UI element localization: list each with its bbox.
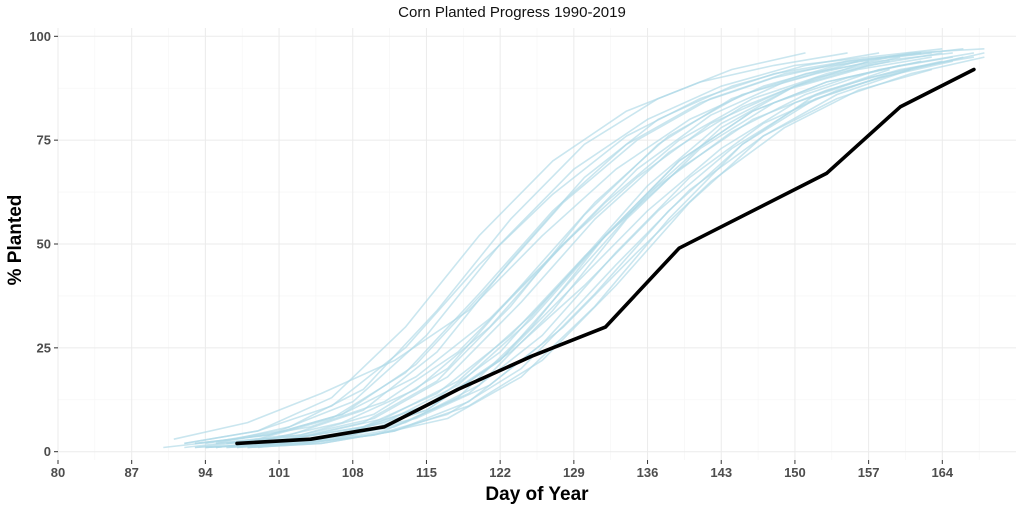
x-tick-label: 87 xyxy=(124,465,138,480)
background-series-line xyxy=(215,60,953,449)
x-axis-label: Day of Year xyxy=(485,484,589,505)
x-tick-label: 150 xyxy=(784,465,806,480)
background-series-line xyxy=(194,60,859,449)
x-tick-label: 94 xyxy=(198,465,213,480)
y-axis-label: % Planted xyxy=(5,194,26,286)
background-series-line xyxy=(184,52,922,445)
y-tick-label: 75 xyxy=(37,133,51,148)
x-tick-label: 143 xyxy=(710,465,732,480)
background-series-line xyxy=(194,68,933,449)
background-series-line xyxy=(226,60,890,445)
x-tick-label: 136 xyxy=(637,465,659,480)
background-series-line xyxy=(215,52,953,449)
x-tick-label: 122 xyxy=(489,465,511,480)
x-tick-label: 80 xyxy=(51,465,65,480)
highlight-series-group xyxy=(235,67,976,446)
background-series-line xyxy=(215,52,806,445)
background-series-line xyxy=(236,64,901,449)
chart-title: Corn Planted Progress 1990-2019 xyxy=(398,4,626,21)
background-series-line xyxy=(226,68,890,449)
background-series-group xyxy=(163,48,985,449)
background-series-line xyxy=(194,52,932,445)
background-series-line xyxy=(247,68,911,449)
x-tick-label: 129 xyxy=(563,465,585,480)
y-tick-label: 25 xyxy=(37,340,51,355)
tick-labels: 80 87 94 101 108 115 122 129 136 143 150 157 164 0 25 5… xyxy=(29,29,954,480)
background-series-line xyxy=(247,52,985,449)
axis-ticks xyxy=(54,35,943,464)
highlight-series-line xyxy=(235,67,976,446)
y-tick-label: 50 xyxy=(37,237,51,252)
x-tick-label: 115 xyxy=(416,465,437,480)
background-series-line xyxy=(184,52,848,445)
x-tick-label: 164 xyxy=(931,465,953,480)
y-tick-label: 0 xyxy=(44,444,51,459)
x-tick-label: 157 xyxy=(858,465,880,480)
x-tick-label: 108 xyxy=(342,465,364,480)
x-tick-label: 101 xyxy=(268,465,290,480)
background-series-line xyxy=(184,52,922,449)
y-tick-label: 100 xyxy=(29,29,51,44)
background-series-line xyxy=(236,52,975,449)
background-series-line xyxy=(215,56,953,449)
background-series-line xyxy=(236,56,975,445)
background-series-line xyxy=(194,56,932,445)
